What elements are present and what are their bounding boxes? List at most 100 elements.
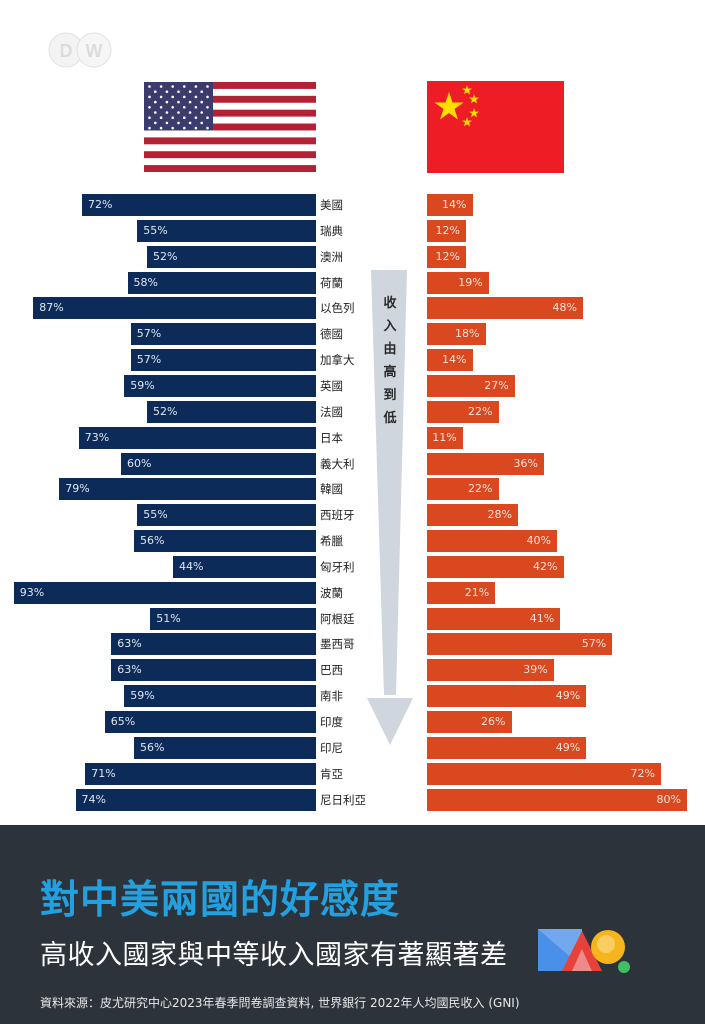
us-value-label: 74%: [81, 792, 106, 806]
china-value-label: 41%: [529, 611, 555, 625]
china-value-label: 28%: [487, 508, 512, 522]
us-bar: [104, 711, 316, 733]
country-label: 義大利: [320, 456, 355, 471]
us-value-label: 52%: [153, 249, 178, 263]
us-bar: [75, 788, 316, 811]
country-label: 日本: [320, 430, 343, 445]
flag-star: [165, 100, 169, 104]
country-label: 波蘭: [320, 585, 343, 600]
flag-star: [154, 90, 157, 93]
china-value-label: 18%: [455, 327, 480, 341]
china-bar: [427, 452, 544, 475]
chart-subtitle: 高收入國家與中等收入國家有著顯著差: [40, 940, 508, 971]
flag-star: [159, 95, 163, 99]
us-value-label: 73%: [84, 430, 110, 444]
us-value-label: 55%: [143, 223, 168, 237]
flag-star: [148, 85, 151, 88]
small-star: [469, 108, 479, 118]
small-star: [462, 85, 472, 95]
country-label: 美國: [320, 198, 343, 212]
country-label: 荷蘭: [320, 275, 343, 290]
flag-star: [200, 121, 203, 125]
flag-star: [206, 116, 209, 119]
china-value-label: 48%: [552, 301, 577, 315]
flag-star: [171, 116, 174, 119]
us-bar: [82, 194, 316, 216]
flag-stripe: [144, 88, 316, 97]
us-bar: [13, 581, 316, 604]
china-bar: [427, 711, 512, 733]
flag-star: [188, 121, 192, 125]
country-label: 南非: [320, 689, 343, 704]
country-label: 德國: [320, 327, 343, 342]
country-label: 肯亞: [320, 766, 343, 781]
flag-stripe: [144, 165, 316, 172]
us-bar: [33, 297, 316, 320]
china-value-label: 42%: [533, 559, 558, 573]
flag-stripe: [144, 116, 316, 124]
china-value-label: 19%: [458, 275, 483, 289]
flag-star: [206, 85, 209, 88]
flag-stripe: [144, 151, 316, 159]
china-value-label: 39%: [523, 663, 548, 677]
flag-star: [200, 111, 203, 114]
us-value-label: 56%: [140, 740, 165, 754]
us-bar: [127, 271, 316, 294]
us-value-label: 60%: [127, 456, 152, 470]
flag-star: [154, 121, 157, 125]
flag-star: [154, 100, 157, 104]
us-bar: [130, 323, 316, 346]
flag-star: [206, 126, 209, 130]
us-bar: [150, 607, 316, 630]
flag-star: [171, 85, 174, 88]
china-bar: [427, 659, 554, 682]
flag-star: [206, 106, 209, 109]
us-bar: [85, 762, 316, 785]
flag-star: [154, 111, 157, 114]
china-value-label: 14%: [442, 353, 467, 367]
flag-stripe: [144, 95, 316, 104]
country-label: 英國: [320, 378, 343, 393]
country-label: 瑞典: [320, 223, 343, 238]
china-bar: [427, 762, 661, 785]
china-flag-icon: [427, 81, 564, 173]
us-flag-icon: [144, 82, 316, 172]
svg-text:D: D: [60, 41, 73, 61]
country-label: 以色列: [320, 301, 355, 316]
country-label: 尼日利亞: [320, 792, 366, 807]
china-bar: [427, 426, 463, 449]
us-bar: [147, 245, 316, 268]
china-value-label: 26%: [481, 715, 506, 728]
app-badge-icon: [538, 929, 630, 973]
flag-star: [159, 85, 163, 88]
us-bar: [111, 633, 316, 656]
china-bar: [427, 349, 473, 372]
china-bar: [427, 374, 515, 397]
flag-star: [183, 95, 186, 99]
country-label: 西班牙: [320, 508, 355, 523]
flag-star: [200, 90, 203, 93]
china-bar: [427, 478, 499, 501]
us-bar: [59, 478, 316, 501]
us-value-label: 59%: [130, 378, 155, 392]
flag-stripe: [144, 82, 316, 90]
country-label: 加拿大: [320, 353, 355, 368]
us-value-label: 51%: [156, 611, 181, 625]
flag-stripe: [144, 137, 316, 145]
flag-star: [165, 90, 169, 93]
china-value-label: 80%: [656, 792, 681, 806]
china-value-label: 49%: [555, 740, 581, 754]
flag-star: [183, 85, 186, 88]
dw-logo: D W: [48, 32, 112, 68]
chart-title: 對中美兩國的好感度: [40, 878, 401, 923]
flag-star: [200, 100, 203, 104]
us-bar: [134, 736, 316, 759]
small-star: [469, 94, 479, 104]
china-value-label: 49%: [555, 689, 581, 703]
us-bar: [121, 452, 316, 475]
us-value-label: 57%: [136, 353, 162, 367]
flag-star: [183, 126, 186, 130]
favorability-chart: 72% 美國 14% 55% 瑞典 12% 52% 澳洲 12% 58% 荷蘭 19% 87% 以色列 48…: [13, 194, 687, 811]
flag-star: [194, 85, 198, 88]
flag-star: [159, 116, 163, 119]
